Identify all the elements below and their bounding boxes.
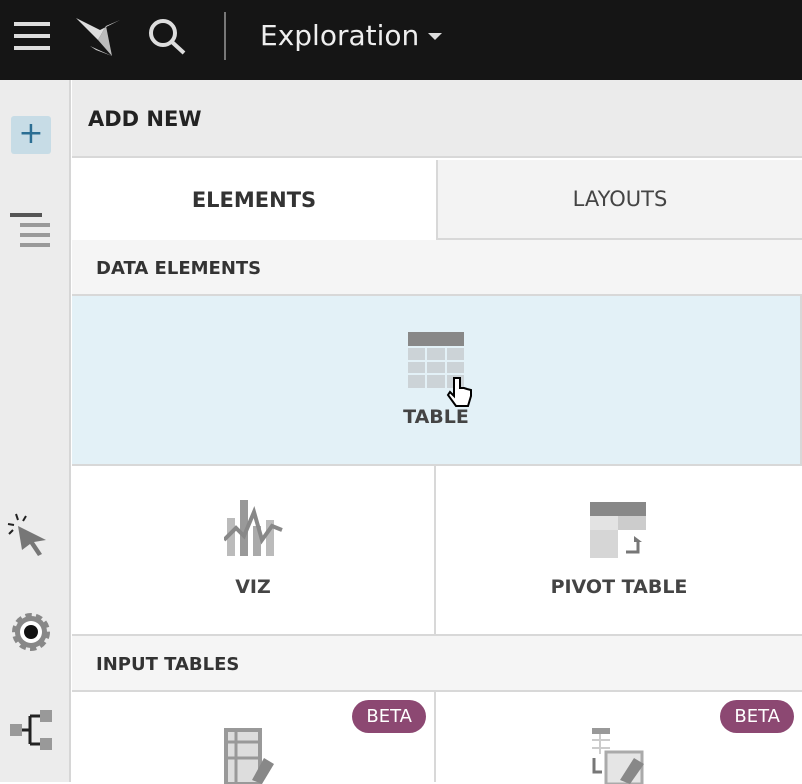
section-input-tables: INPUT TABLES (72, 636, 802, 692)
input-table-empty[interactable]: BETA (72, 692, 436, 784)
viz-icon (224, 500, 283, 556)
viz-label: VIZ (235, 576, 271, 598)
element-table[interactable]: TABLE (72, 296, 802, 466)
panel-title: ADD NEW (72, 80, 802, 158)
table-label: TABLE (403, 406, 469, 428)
pivot-table-label: PIVOT TABLE (550, 576, 688, 598)
settings-icon[interactable] (10, 611, 52, 653)
beta-badge: BETA (352, 700, 426, 733)
element-pivot-table[interactable]: PIVOT TABLE (436, 466, 802, 636)
divider (224, 12, 226, 60)
logo-icon[interactable] (76, 16, 122, 56)
top-bar: Exploration (0, 0, 802, 80)
interaction-icon[interactable] (6, 512, 52, 556)
hand-cursor-icon (446, 377, 472, 407)
pivot-table-icon (590, 502, 646, 558)
element-viz[interactable]: VIZ (72, 466, 436, 636)
menu-icon[interactable] (14, 22, 50, 52)
left-sidebar: + (0, 80, 71, 782)
workbook-title[interactable]: Exploration (260, 19, 420, 52)
lineage-icon[interactable] (10, 710, 54, 750)
section-data-elements: DATA ELEMENTS (72, 240, 802, 296)
table-icon (408, 332, 464, 388)
tab-elements[interactable]: ELEMENTS (72, 160, 436, 240)
input-table-linked[interactable]: BETA (436, 692, 802, 784)
tab-layouts[interactable]: LAYOUTS (436, 160, 802, 240)
beta-badge: BETA (720, 700, 794, 733)
linked-input-table-icon (592, 728, 644, 784)
input-table-icon (224, 728, 274, 784)
outline-icon[interactable] (10, 213, 52, 247)
add-new-panel: ADD NEW ELEMENTS LAYOUTS DATA ELEMENTS T… (72, 80, 802, 784)
add-icon[interactable]: + (11, 116, 51, 154)
caret-down-icon[interactable] (428, 33, 442, 41)
search-icon[interactable] (148, 18, 188, 56)
